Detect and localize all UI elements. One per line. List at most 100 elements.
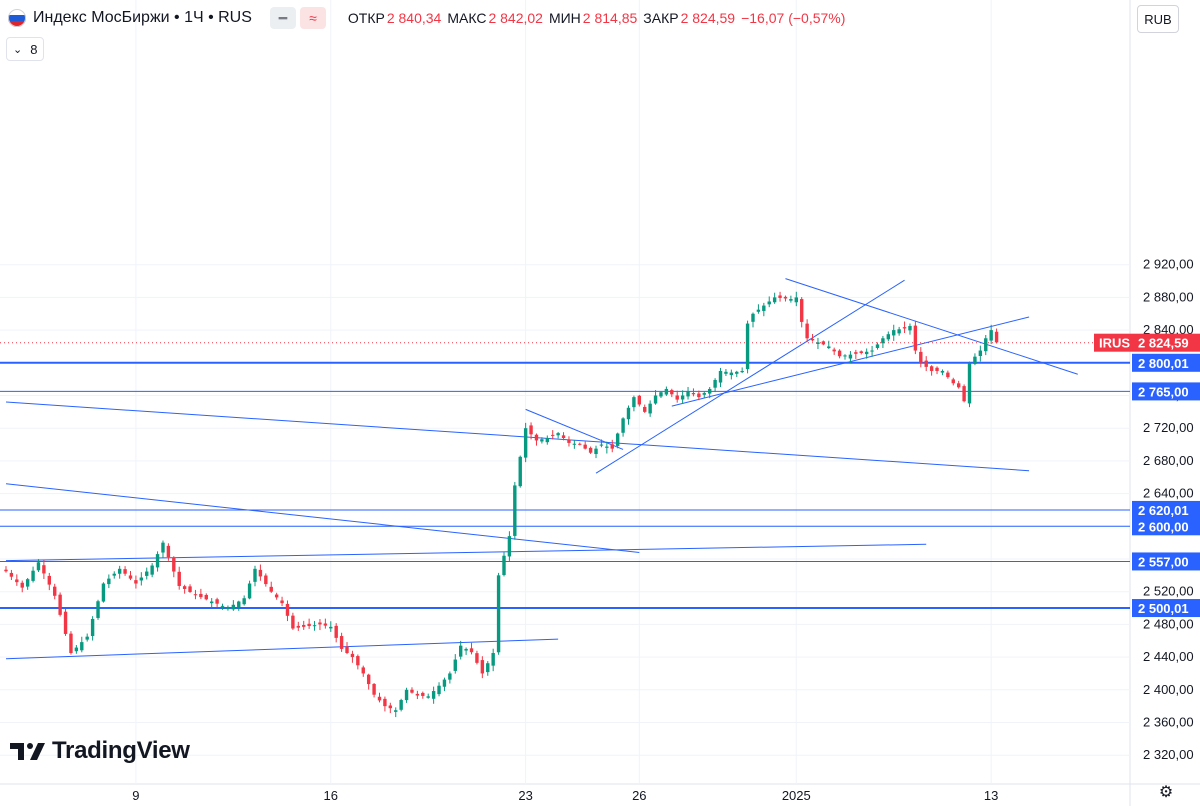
candle-body [783, 296, 788, 299]
indicators-collapse-button[interactable]: ⌄ 8 [6, 37, 45, 61]
candle-body [285, 603, 290, 616]
candle-body [339, 636, 344, 649]
currency-selector[interactable]: RUB [1137, 5, 1179, 33]
chart-header: Индекс МосБиржи • 1Ч • RUS ━ ≈ ОТКР 2 840… [8, 6, 851, 30]
candle-body [318, 622, 322, 625]
candle-body [117, 568, 122, 574]
candle-body [794, 297, 798, 303]
candle-body [42, 565, 46, 574]
candle-body [973, 356, 977, 364]
candle-body [800, 299, 804, 322]
candle-body [859, 351, 863, 353]
candle-body [166, 545, 171, 558]
candle-body [496, 575, 501, 653]
open-label: ОТКР [347, 10, 385, 26]
candle-body [377, 696, 382, 701]
candle-body [848, 354, 853, 359]
candle-body [670, 390, 674, 395]
y-tick-label: 2 400,00 [1143, 682, 1194, 697]
candle-body [134, 580, 138, 584]
candle-body [686, 391, 690, 397]
candle-body [513, 485, 517, 536]
candle-body [361, 667, 365, 674]
candle-body [940, 370, 945, 373]
candle-body [540, 439, 544, 442]
candle-body [615, 433, 620, 446]
level-tag [1132, 500, 1200, 519]
candle-body [226, 608, 230, 610]
y-tick-label: 2 840,00 [1143, 322, 1194, 337]
candle-body [984, 338, 988, 352]
candle-body [274, 594, 279, 598]
candle-body [296, 625, 301, 628]
candle-body [247, 583, 252, 599]
candle-body [9, 572, 14, 577]
candle-body [25, 579, 30, 587]
candle-body [637, 395, 642, 405]
candle-body [329, 626, 333, 629]
candle-body [480, 660, 485, 674]
tradingview-logo: TradingView [10, 737, 190, 765]
trendline [5, 543, 927, 562]
level-tag [1132, 517, 1200, 536]
candle-body [967, 362, 972, 404]
candle-body [534, 434, 539, 441]
candle-body [253, 568, 257, 582]
low-value: 2 814,85 [582, 10, 638, 26]
candle-body [659, 392, 663, 397]
candle-body [302, 625, 306, 627]
settings-gear-icon[interactable]: ⚙ [1158, 784, 1174, 801]
candle-body [523, 428, 528, 458]
candle-body [626, 407, 631, 420]
candle-body [458, 645, 463, 657]
candle-body [47, 575, 52, 585]
candle-body [469, 648, 474, 653]
candle-body [242, 598, 246, 605]
candle-body [735, 371, 739, 374]
candle-body [680, 395, 685, 400]
candle-body [404, 689, 409, 701]
candle-body [821, 341, 826, 345]
candle-body [123, 569, 127, 574]
candle-body [724, 371, 728, 374]
symbol-tag [1094, 333, 1132, 352]
candle-body [58, 594, 62, 615]
candle-body [193, 594, 198, 596]
candle-body [209, 601, 214, 604]
candle-body [486, 663, 490, 673]
candle-body [751, 313, 755, 322]
candle-body [875, 344, 880, 348]
candle-body [578, 443, 582, 445]
x-tick-label: 2025 [782, 788, 811, 803]
candle-body [426, 696, 430, 698]
y-tick-label: 2 920,00 [1143, 257, 1194, 272]
x-tick-label: 26 [632, 788, 646, 803]
x-tick-label: 23 [518, 788, 532, 803]
minus-icon[interactable]: ━ [269, 7, 296, 29]
candle-body [740, 370, 744, 373]
candle-body [345, 646, 349, 654]
candle-body [924, 360, 928, 367]
candle-body [978, 350, 983, 356]
y-tick-label: 2 520,00 [1143, 584, 1194, 599]
candle-body [107, 578, 111, 585]
candle-body [356, 656, 360, 666]
candle-body [778, 295, 782, 298]
candle-body [892, 330, 896, 336]
candle-body [854, 352, 858, 354]
level-tag-text: 2 500,01 [1138, 601, 1189, 616]
candle-body [74, 647, 79, 652]
candle-body [112, 573, 116, 576]
candle-body [551, 434, 555, 436]
candle-body [707, 388, 712, 394]
logo-wordmark: TradingView [52, 737, 190, 764]
candle-body [935, 367, 939, 371]
candle-body [691, 393, 696, 395]
time-axis[interactable]: 9 16 23 26 2025 13 [132, 788, 998, 803]
symbol-title[interactable]: Индекс МосБиржи • 1Ч • RUS [33, 9, 252, 26]
candle-body [415, 693, 420, 696]
approx-icon[interactable]: ≈ [299, 7, 326, 29]
candle-body [161, 542, 165, 553]
level-tag-text: 2 765,00 [1138, 384, 1189, 399]
